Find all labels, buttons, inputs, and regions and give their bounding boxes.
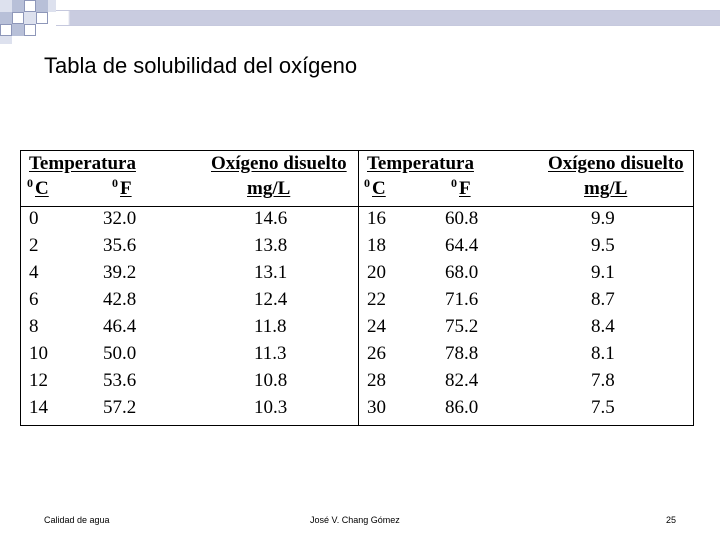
table-cell-celsius: 22 [367, 289, 386, 310]
table-cell-fahrenheit: 42.8 [103, 289, 137, 310]
table-cell-fahrenheit: 53.6 [103, 370, 137, 391]
footer-author: José V. Chang Gómez [310, 515, 400, 525]
table-cell-celsius: 4 [29, 262, 39, 283]
fahrenheit-unit-left: F [120, 178, 132, 199]
top-decorative-bar [56, 10, 720, 26]
table-cell-fahrenheit: 78.8 [445, 343, 479, 364]
table-cell-fahrenheit: 75.2 [445, 316, 479, 337]
table-cell-oxygen: 11.8 [254, 316, 287, 337]
table-cell-fahrenheit: 64.4 [445, 235, 479, 256]
table-cell-oxygen: 13.8 [254, 235, 288, 256]
table-cell-celsius: 12 [29, 370, 48, 391]
oxygen-header-left: Oxígeno disuelto [211, 153, 347, 174]
table-cell-oxygen: 10.8 [254, 370, 288, 391]
table-cell-celsius: 18 [367, 235, 386, 256]
table-cell-fahrenheit: 39.2 [103, 262, 137, 283]
table-cell-celsius: 2 [29, 235, 39, 256]
table-cell-fahrenheit: 60.8 [445, 208, 479, 229]
oxygen-header-right: Oxígeno disuelto [548, 153, 684, 174]
table-cell-celsius: 0 [29, 208, 39, 229]
footer-page-number: 25 [666, 515, 677, 525]
table-cell-oxygen: 13.1 [254, 262, 288, 283]
table-cell-fahrenheit: 86.0 [445, 397, 479, 418]
table-cell-oxygen: 8.1 [591, 343, 615, 364]
table-cell-oxygen: 10.3 [254, 397, 288, 418]
table-cell-celsius: 16 [367, 208, 386, 229]
table-vertical-divider [358, 151, 359, 425]
table-cell-celsius: 14 [29, 397, 48, 418]
slide-title: Tabla de solubilidad del oxígeno [44, 53, 358, 78]
table-cell-oxygen: 9.5 [591, 235, 615, 256]
table-cell-fahrenheit: 71.6 [445, 289, 479, 310]
fahrenheit-degree-right: 0 [451, 176, 457, 190]
table-cell-celsius: 6 [29, 289, 39, 310]
celsius-degree-left: 0 [27, 176, 33, 190]
table-cell-oxygen: 7.5 [591, 397, 615, 418]
table-header-divider [21, 206, 693, 207]
fahrenheit-degree-left: 0 [112, 176, 118, 190]
table-cell-oxygen: 12.4 [254, 289, 288, 310]
table-cell-celsius: 10 [29, 343, 48, 364]
table-cell-fahrenheit: 82.4 [445, 370, 479, 391]
table-cell-oxygen: 8.7 [591, 289, 615, 310]
table-cell-oxygen: 7.8 [591, 370, 615, 391]
footer-course-name: Calidad de agua [44, 515, 110, 525]
table-cell-celsius: 8 [29, 316, 39, 337]
celsius-degree-right: 0 [364, 176, 370, 190]
table-cell-celsius: 20 [367, 262, 386, 283]
table-cell-fahrenheit: 68.0 [445, 262, 479, 283]
table-cell-fahrenheit: 50.0 [103, 343, 137, 364]
oxygen-unit-left: mg/L [247, 178, 291, 199]
decorative-squares [0, 0, 60, 44]
table-cell-celsius: 30 [367, 397, 386, 418]
temperature-header-right: Temperatura [367, 153, 474, 174]
table-cell-oxygen: 9.9 [591, 208, 615, 229]
oxygen-unit-right: mg/L [584, 178, 628, 199]
table-cell-celsius: 24 [367, 316, 386, 337]
table-cell-fahrenheit: 32.0 [103, 208, 137, 229]
table-cell-oxygen: 8.4 [591, 316, 615, 337]
fahrenheit-unit-right: F [459, 178, 471, 199]
table-cell-oxygen: 11.3 [254, 343, 287, 364]
table-cell-celsius: 26 [367, 343, 386, 364]
table-cell-celsius: 28 [367, 370, 386, 391]
table-cell-fahrenheit: 35.6 [103, 235, 137, 256]
table-cell-oxygen: 14.6 [254, 208, 288, 229]
oxygen-solubility-table: Temperatura Oxígeno disuelto 0 C 0 F mg/… [20, 150, 694, 426]
table-cell-oxygen: 9.1 [591, 262, 615, 283]
temperature-header-left: Temperatura [29, 153, 136, 174]
celsius-unit-right: C [372, 178, 386, 199]
table-cell-fahrenheit: 46.4 [103, 316, 137, 337]
table-cell-fahrenheit: 57.2 [103, 397, 137, 418]
celsius-unit-left: C [35, 178, 49, 199]
